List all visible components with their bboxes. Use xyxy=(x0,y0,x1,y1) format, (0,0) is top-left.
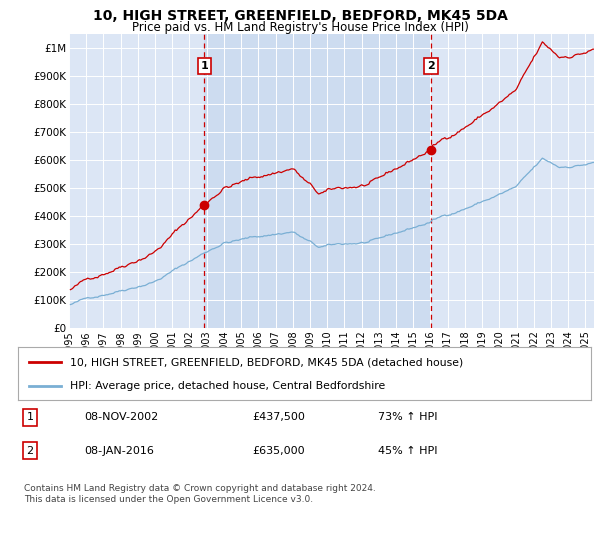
Text: 08-JAN-2016: 08-JAN-2016 xyxy=(84,446,154,456)
Text: 10, HIGH STREET, GREENFIELD, BEDFORD, MK45 5DA: 10, HIGH STREET, GREENFIELD, BEDFORD, MK… xyxy=(92,9,508,23)
Text: HPI: Average price, detached house, Central Bedfordshire: HPI: Average price, detached house, Cent… xyxy=(70,380,385,390)
Text: £437,500: £437,500 xyxy=(252,412,305,422)
Text: 08-NOV-2002: 08-NOV-2002 xyxy=(84,412,158,422)
Text: 10, HIGH STREET, GREENFIELD, BEDFORD, MK45 5DA (detached house): 10, HIGH STREET, GREENFIELD, BEDFORD, MK… xyxy=(70,357,463,367)
Text: 2: 2 xyxy=(26,446,34,456)
Text: Contains HM Land Registry data © Crown copyright and database right 2024.
This d: Contains HM Land Registry data © Crown c… xyxy=(24,484,376,504)
Bar xyxy=(204,34,431,328)
Text: £635,000: £635,000 xyxy=(252,446,305,456)
Text: Price paid vs. HM Land Registry's House Price Index (HPI): Price paid vs. HM Land Registry's House … xyxy=(131,21,469,35)
Text: 1: 1 xyxy=(26,412,34,422)
Text: 1: 1 xyxy=(200,61,208,71)
Text: 45% ↑ HPI: 45% ↑ HPI xyxy=(378,446,437,456)
Text: 73% ↑ HPI: 73% ↑ HPI xyxy=(378,412,437,422)
Text: 2: 2 xyxy=(427,61,435,71)
